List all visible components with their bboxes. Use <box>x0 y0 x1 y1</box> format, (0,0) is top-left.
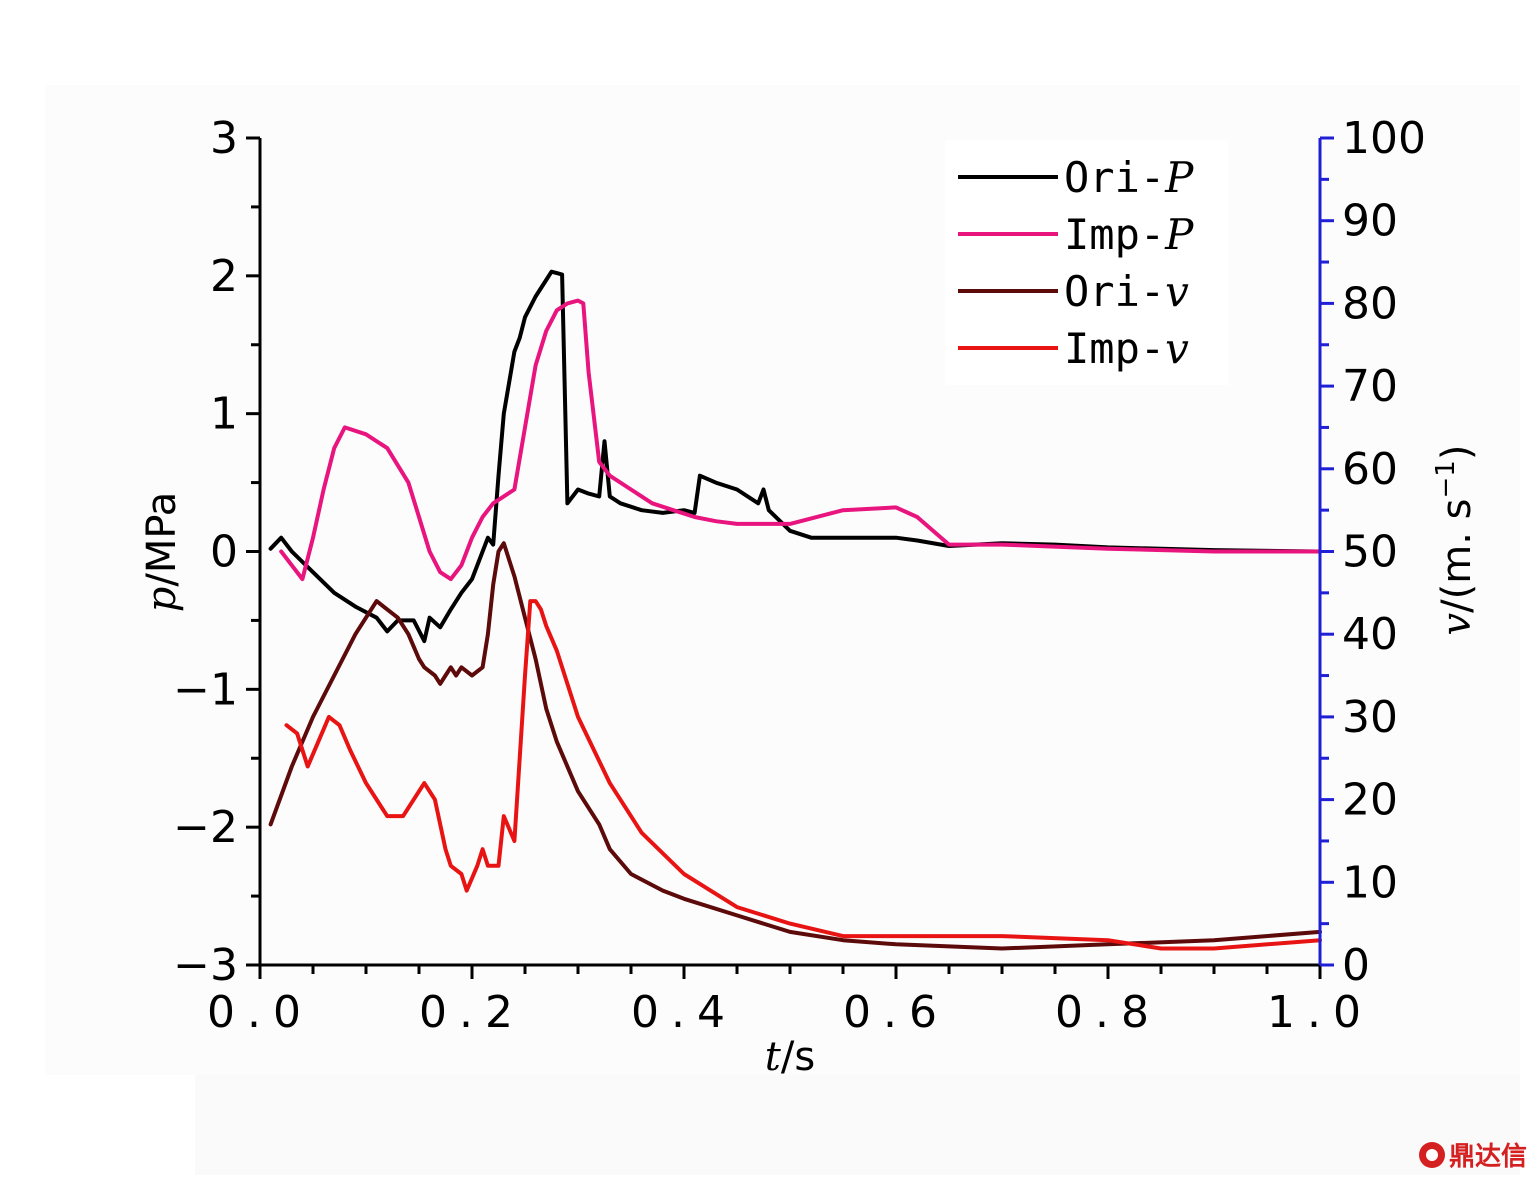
legend-label-prefix: Imp- <box>1064 324 1165 373</box>
legend-label-var: v <box>1165 267 1189 316</box>
y-right-tick-label: 0 <box>1342 940 1370 991</box>
legend-label-prefix: Imp- <box>1064 210 1165 259</box>
y-left-tick-label: 3 <box>210 113 238 164</box>
y-right-axis-exp: −1 <box>1431 460 1461 498</box>
y-right-tick-label: 100 <box>1342 113 1426 164</box>
legend-label-var: P <box>1164 210 1194 259</box>
y-right-tick-label: 50 <box>1342 527 1398 578</box>
x-axis-unit: /s <box>781 1034 815 1080</box>
y-right-ticks: 0 10 20 30 40 50 60 70 80 90 100 <box>1320 113 1426 991</box>
chart-background <box>45 85 1520 1075</box>
y-right-axis-var: v <box>1434 612 1480 635</box>
y-left-tick-label: −2 <box>173 802 238 853</box>
legend-box <box>945 140 1228 385</box>
legend-label-var: P <box>1164 153 1194 202</box>
y-right-axis-label: v/(m. s−1) <box>1431 445 1480 636</box>
y-right-axis-close: ) <box>1434 445 1480 461</box>
legend-label-prefix: Ori- <box>1064 267 1165 316</box>
y-right-tick-label: 40 <box>1342 609 1398 660</box>
watermark-logo-icon <box>1418 1141 1445 1168</box>
y-left-tick-label: −3 <box>173 940 238 991</box>
x-tick-label: 0.8 <box>1055 987 1161 1038</box>
legend-label: Ori-v <box>1064 267 1189 316</box>
y-left-tick-label: −1 <box>173 664 238 715</box>
series-layer <box>268 269 1322 951</box>
x-tick-label: 0.2 <box>419 987 525 1038</box>
y-right-tick-label: 70 <box>1342 361 1398 412</box>
y-left-tick-label: 0 <box>210 527 238 578</box>
x-tick-label: 0.4 <box>631 987 737 1038</box>
watermark-text: 鼎达信 <box>1448 1142 1527 1172</box>
x-axis-label: t/s <box>765 1034 815 1080</box>
y-left-tick-label: 1 <box>210 389 238 440</box>
y-right-tick-label: 20 <box>1342 775 1398 826</box>
y-left-axis-label: p/MPa <box>139 492 185 612</box>
legend-label-prefix: Ori- <box>1064 153 1165 202</box>
legend-label-var: v <box>1165 324 1189 373</box>
x-ticks: 0.0 0.2 0.4 0.6 0.8 1.0 <box>207 965 1373 1038</box>
y-right-axis-unit: /(m. s <box>1434 499 1480 613</box>
x-tick-label: 0.0 <box>207 987 313 1038</box>
y-left-axis-unit: /MPa <box>139 492 185 587</box>
chart-background-lower <box>195 1075 1520 1175</box>
x-axis-var: t <box>765 1034 782 1080</box>
y-right-tick-label: 30 <box>1342 692 1398 743</box>
y-left-tick-label: 2 <box>210 251 238 302</box>
series-line-ori-v <box>268 541 1322 951</box>
legend-label: Imp-v <box>1064 324 1189 373</box>
legend-label: Ori-P <box>1064 153 1194 202</box>
y-left-axis-var: p <box>139 587 185 613</box>
series-line-imp-p <box>279 298 1322 582</box>
watermark: 鼎达信 <box>1418 1136 1527 1173</box>
y-right-tick-label: 80 <box>1342 278 1398 329</box>
y-left-ticks: −3 −2 −1 0 1 2 3 <box>173 113 260 991</box>
series-line-ori-p <box>268 269 1322 644</box>
x-tick-label: 0.6 <box>843 987 949 1038</box>
y-right-tick-label: 90 <box>1342 196 1398 247</box>
x-tick-label: 1.0 <box>1267 987 1373 1038</box>
y-right-tick-label: 10 <box>1342 857 1398 908</box>
legend-label: Imp-P <box>1064 210 1194 259</box>
y-right-tick-label: 60 <box>1342 444 1398 495</box>
series-line-imp-v <box>284 599 1322 951</box>
